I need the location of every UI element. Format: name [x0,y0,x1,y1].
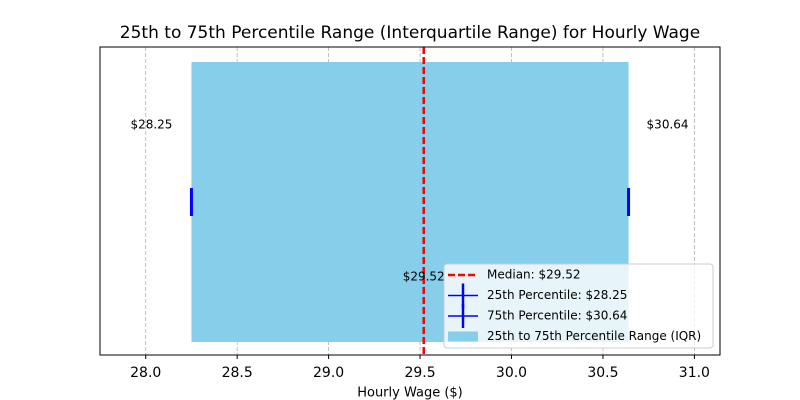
percentile-label: $28.25 [130,118,172,132]
legend-label: 25th to 75th Percentile Range (IQR) [487,329,701,343]
plot-frame [99,46,721,356]
legend-swatch [448,331,478,342]
x-tick-label: 28.0 [130,365,161,381]
legend-label: Median: $29.52 [487,268,581,282]
legend-label: 75th Percentile: $30.64 [487,309,627,323]
chart-title: 25th to 75th Percentile Range (Interquar… [120,23,700,43]
legend-label: 25th Percentile: $28.25 [487,288,627,302]
x-tick-label: 29.5 [404,365,435,381]
x-tick-label: 30.5 [587,365,618,381]
percentile-label: $30.64 [647,118,689,132]
median-label: $29.52 [403,270,445,284]
x-axis-label: Hourly Wage ($) [357,386,463,400]
x-tick-label: 28.5 [222,365,253,381]
x-tick-label: 31.0 [679,365,710,381]
x-tick-label: 30.0 [496,365,527,381]
x-tick-label: 29.0 [313,365,344,381]
legend-box [443,263,714,349]
